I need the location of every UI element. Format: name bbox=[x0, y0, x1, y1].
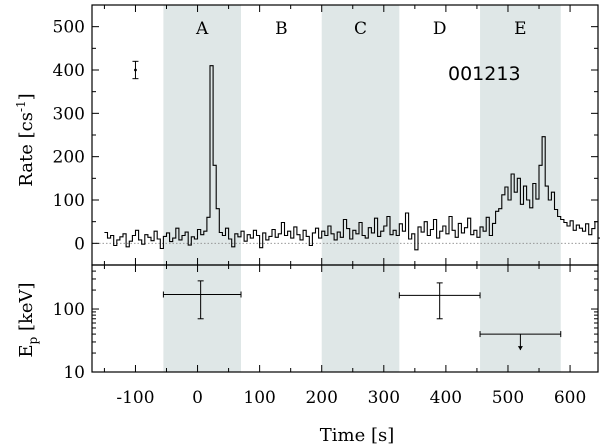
band-a bbox=[163, 5, 242, 372]
top-y-tick-label: 200 bbox=[53, 148, 85, 168]
top-y-tick-label: 0 bbox=[74, 234, 85, 254]
x-tick-label: 600 bbox=[554, 388, 586, 408]
top-y-tick-label: 500 bbox=[53, 18, 85, 38]
top-y-tick-label: 300 bbox=[53, 104, 85, 124]
x-tick-label: 100 bbox=[243, 388, 275, 408]
top-y-tick-label: 100 bbox=[53, 191, 85, 211]
interval-bands: A B C D E bbox=[163, 5, 561, 372]
bottom-y-axis-title: Ep [keV] bbox=[16, 282, 40, 357]
x-tick-label: 0 bbox=[192, 388, 203, 408]
band-label-c: C bbox=[354, 19, 367, 39]
bottom-y-axis-title-end: [keV] bbox=[16, 282, 37, 336]
peak-energy-points bbox=[162, 280, 562, 351]
burst-id-annotation: 001213 bbox=[448, 63, 521, 85]
axis-ticks bbox=[92, 4, 598, 373]
point-2-arrow bbox=[517, 346, 523, 351]
axis-tick-labels: -100 0 100 200 300 400 500 600 0 100 200 300 400 500 1… bbox=[53, 18, 587, 408]
top-y-axis-title: Rate [cs-1] bbox=[14, 93, 37, 186]
band-label-d: D bbox=[433, 19, 447, 39]
bottom-y-tick-label: 100 bbox=[53, 300, 85, 320]
top-y-axis-title-sup: -1 bbox=[14, 100, 28, 112]
bottom-y-tick-label: 10 bbox=[63, 363, 85, 383]
x-tick-label: 300 bbox=[368, 388, 400, 408]
x-tick-label: 200 bbox=[305, 388, 337, 408]
bottom-y-axis-title-main: E bbox=[16, 344, 37, 357]
top-y-tick-label: 400 bbox=[53, 61, 85, 81]
band-label-a: A bbox=[195, 19, 209, 39]
x-tick-label: -100 bbox=[116, 388, 154, 408]
x-axis-title: Time [s] bbox=[320, 425, 395, 446]
x-tick-label: 400 bbox=[430, 388, 462, 408]
top-y-axis-title-end: ] bbox=[16, 93, 37, 100]
band-c bbox=[321, 5, 400, 372]
band-label-b: B bbox=[275, 19, 288, 39]
errorbar-point bbox=[134, 68, 137, 72]
top-y-axis-title-main: Rate [cs bbox=[16, 112, 37, 187]
band-label-e: E bbox=[514, 19, 526, 39]
bottom-y-axis-title-sub: p bbox=[26, 336, 40, 344]
x-tick-label: 500 bbox=[492, 388, 524, 408]
representative-error-bar bbox=[132, 60, 139, 80]
